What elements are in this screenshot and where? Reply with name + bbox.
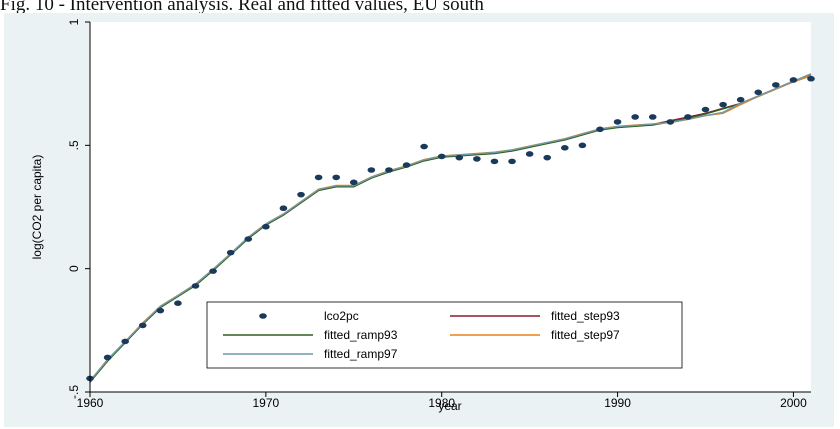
- data-point-lco2pc-1984: [508, 158, 516, 165]
- y-tick-label-3: 1: [67, 18, 81, 25]
- data-point-lco2pc-1966: [191, 283, 200, 289]
- data-point-lco2pc-1969: [244, 236, 253, 242]
- data-point-lco2pc-1970: [262, 223, 270, 230]
- data-point-lco2pc-1964: [156, 307, 165, 314]
- data-point-lco2pc-2000: [789, 77, 798, 83]
- data-point-lco2pc-2001: [807, 75, 815, 82]
- data-point-lco2pc-1985: [525, 151, 534, 157]
- data-point-lco2pc-1971: [279, 205, 288, 212]
- data-point-lco2pc-1973: [314, 174, 323, 181]
- x-tick-label-1990: 1990: [604, 396, 631, 410]
- data-point-lco2pc-1994: [684, 114, 692, 120]
- data-point-lco2pc-1995: [701, 106, 710, 113]
- data-point-lco2pc-1998: [754, 89, 763, 96]
- data-point-lco2pc-1982: [473, 156, 481, 162]
- data-point-lco2pc-1988: [578, 142, 587, 149]
- x-tick-label-1960: 1960: [77, 396, 104, 410]
- data-point-lco2pc-1997: [736, 96, 745, 103]
- data-point-lco2pc-1978: [402, 162, 411, 168]
- series-layer: [86, 73, 815, 383]
- data-point-lco2pc-1968: [226, 249, 235, 256]
- data-point-lco2pc-1974: [332, 174, 340, 181]
- y-tick-label-2: .5: [67, 140, 81, 150]
- data-point-lco2pc-1965: [174, 300, 182, 307]
- data-point-lco2pc-1963: [138, 322, 147, 329]
- data-point-lco2pc-1983: [490, 158, 499, 165]
- data-point-lco2pc-1975: [349, 179, 358, 186]
- legend-label-fitted_ramp93: fitted_ramp93: [324, 328, 398, 342]
- legend: lco2pc fitted_step93 fitted_ramp93 fitted_s…: [206, 301, 683, 369]
- data-point-lco2pc-1976: [367, 167, 376, 173]
- data-point-lco2pc-1977: [385, 167, 393, 173]
- legend-marker-lco2pc: [259, 313, 267, 319]
- axis-layer: 1960 1970 1980 1990 2000 -.5 0 .5 1: [67, 18, 807, 410]
- x-axis-label: year: [438, 399, 461, 413]
- data-point-lco2pc-1967: [209, 268, 217, 274]
- legend-items: lco2pc fitted_step93 fitted_ramp93 fitted_s…: [223, 309, 620, 361]
- x-tick-label-1970: 1970: [253, 396, 280, 410]
- y-tick-label-1: 0: [67, 265, 81, 272]
- x-tick-label-2000: 2000: [780, 396, 807, 410]
- data-point-lco2pc-1992: [648, 114, 657, 120]
- data-point-lco2pc-1987: [561, 145, 569, 151]
- chart-figure: 1960 1970 1980 1990 2000 -.5 0 .5 1 year log(CO2…: [4, 13, 834, 427]
- data-point-lco2pc-1980: [437, 153, 446, 160]
- legend-label-fitted_ramp97: fitted_ramp97: [324, 347, 398, 361]
- data-point-lco2pc-1990: [613, 119, 622, 125]
- data-point-lco2pc-1962: [121, 338, 129, 345]
- figure-caption: Fig. 10 - Intervention analysis. Real an…: [0, 0, 484, 15]
- legend-label-lco2pc: lco2pc: [324, 309, 359, 323]
- legend-label-fitted_step93: fitted_step93: [551, 309, 620, 323]
- x-tick-label-1980: 1980: [428, 396, 455, 410]
- data-point-lco2pc-1986: [543, 154, 552, 161]
- legend-label-fitted_step97: fitted_step97: [551, 328, 620, 342]
- y-axis-label: log(CO2 per capita): [30, 155, 44, 260]
- data-point-lco2pc-1993: [666, 119, 675, 125]
- y-tick-label-0: -.5: [67, 385, 81, 399]
- data-point-lco2pc-1972: [297, 191, 305, 198]
- data-point-lco2pc-1996: [719, 101, 727, 108]
- data-point-lco2pc-1991: [631, 114, 639, 120]
- data-point-lco2pc-1979: [420, 143, 428, 150]
- data-point-lco2pc-1999: [772, 82, 780, 88]
- data-point-lco2pc-1961: [103, 354, 112, 361]
- data-point-lco2pc-1981: [455, 154, 464, 161]
- data-point-lco2pc-1989: [596, 126, 604, 133]
- line-chart: 1960 1970 1980 1990 2000 -.5 0 .5 1 year log(CO2…: [30, 18, 815, 413]
